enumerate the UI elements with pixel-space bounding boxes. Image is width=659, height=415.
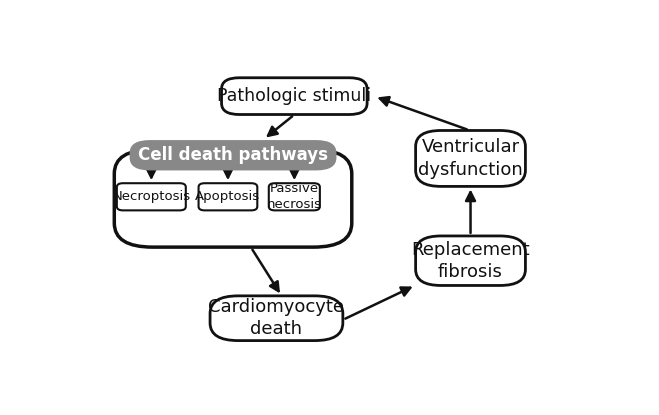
FancyBboxPatch shape (114, 150, 352, 247)
FancyBboxPatch shape (210, 296, 343, 341)
Text: Cell death pathways: Cell death pathways (138, 146, 328, 164)
Text: Necroptosis: Necroptosis (112, 190, 190, 203)
FancyBboxPatch shape (130, 140, 337, 171)
Text: Apoptosis: Apoptosis (195, 190, 260, 203)
FancyBboxPatch shape (416, 130, 525, 186)
FancyBboxPatch shape (269, 183, 320, 210)
Text: Replacement
fibrosis: Replacement fibrosis (411, 241, 530, 281)
FancyBboxPatch shape (198, 183, 257, 210)
Text: Cardiomyocyte
death: Cardiomyocyte death (208, 298, 345, 338)
FancyBboxPatch shape (221, 78, 367, 115)
FancyBboxPatch shape (416, 236, 525, 286)
Text: Ventricular
dysfunction: Ventricular dysfunction (418, 138, 523, 178)
FancyBboxPatch shape (117, 183, 186, 210)
Text: Passive
necrosis: Passive necrosis (267, 182, 322, 211)
Text: Pathologic stimuli: Pathologic stimuli (217, 87, 372, 105)
